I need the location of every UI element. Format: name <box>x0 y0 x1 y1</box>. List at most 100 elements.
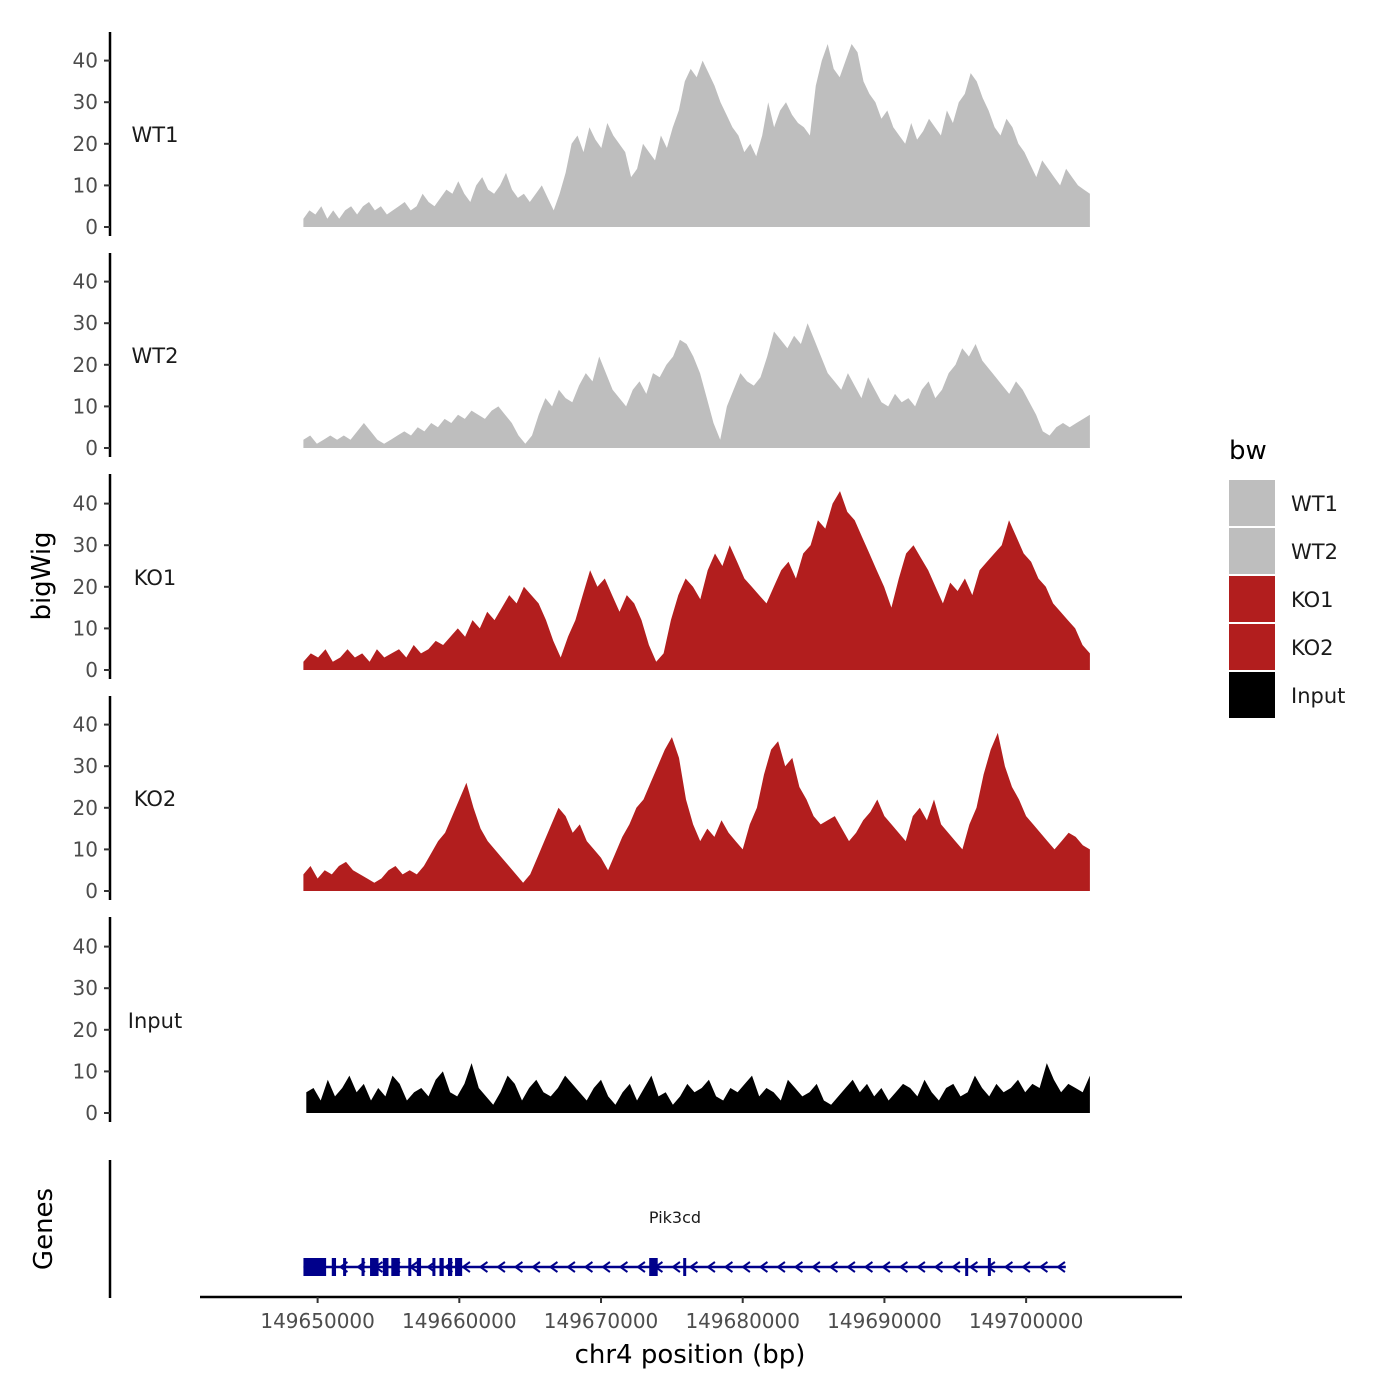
gene-exon <box>343 1258 347 1276</box>
strand-arrow <box>548 1261 559 1273</box>
legend-label-ko2: KO2 <box>1291 636 1334 660</box>
strand-arrow <box>951 1261 961 1273</box>
strand-arrow <box>1038 1261 1049 1273</box>
strand-arrow <box>1021 1261 1031 1273</box>
gene-name-label: Pik3cd <box>649 1208 701 1227</box>
track-ko1: 0 10 20 30 40 KO1 <box>73 474 1090 682</box>
track-ko2: 0 10 20 30 40 KO2 <box>73 696 1090 903</box>
y-tick-label: 20 <box>73 796 98 820</box>
gene-exon <box>416 1258 422 1276</box>
strand-arrow <box>671 1261 681 1273</box>
coverage-tracks: 0 10 20 30 40 WT1 0 10 20 30 40 WT2 0 10 20 30 40 KO1 0 10 2… <box>73 32 1090 1125</box>
x-axis-title: chr4 position (bp) <box>575 1340 806 1370</box>
strand-arrow <box>811 1261 821 1273</box>
legend-swatch-input <box>1229 672 1275 718</box>
gene-exon <box>382 1258 389 1276</box>
y-tick-label: 0 <box>85 658 98 682</box>
y-tick-label: 0 <box>85 1101 98 1125</box>
gene-exon <box>432 1258 436 1276</box>
y-tick-label: 10 <box>73 1059 98 1083</box>
strand-arrow <box>758 1261 769 1273</box>
strand-arrow <box>601 1261 611 1273</box>
legend-swatch-ko1 <box>1229 576 1275 622</box>
genes-axis-title: Genes <box>29 1188 59 1270</box>
track-label: WT1 <box>132 123 179 147</box>
track-label: WT2 <box>132 344 179 368</box>
y-tick-label: 30 <box>73 533 98 557</box>
strand-arrow <box>881 1261 891 1273</box>
y-tick-label: 40 <box>73 492 98 516</box>
y-tick-label: 10 <box>73 173 98 197</box>
y-tick-label: 20 <box>73 1018 98 1042</box>
coverage-area-input <box>306 1063 1090 1113</box>
strand-arrow <box>636 1261 646 1273</box>
x-tick-label: 149650000 <box>260 1309 375 1333</box>
strand-arrow <box>618 1261 629 1273</box>
x-tick-label: 149660000 <box>402 1309 517 1333</box>
strand-arrow <box>828 1261 839 1273</box>
y-tick-label: 0 <box>85 436 98 460</box>
gene-exon <box>408 1258 412 1276</box>
gene-exon <box>303 1258 327 1276</box>
legend-swatch-ko2 <box>1229 624 1275 670</box>
strand-arrow <box>706 1261 716 1273</box>
y-tick-label: 10 <box>73 394 98 418</box>
gene-exon <box>649 1258 658 1276</box>
strand-arrow <box>793 1261 804 1273</box>
y-tick-label: 10 <box>73 616 98 640</box>
gene-exon <box>370 1258 379 1276</box>
coverage-area-ko2 <box>303 732 1090 891</box>
y-tick-label: 40 <box>73 49 98 73</box>
legend: bw WT1 WT2 KO1 KO2 Input <box>1229 436 1345 718</box>
y-tick-label: 30 <box>73 976 98 1000</box>
y-tick-label: 40 <box>73 713 98 737</box>
y-tick-label: 0 <box>85 215 98 239</box>
y-tick-label: 10 <box>73 837 98 861</box>
gene-exon <box>391 1258 400 1276</box>
y-tick-label: 30 <box>73 754 98 778</box>
strand-arrow <box>1003 1261 1014 1273</box>
strand-arrow <box>461 1261 471 1273</box>
gene-exon <box>439 1258 444 1276</box>
gene-model <box>303 1258 1066 1276</box>
strand-arrow <box>688 1261 699 1273</box>
track-label: KO2 <box>134 787 177 811</box>
strand-arrow <box>898 1261 909 1273</box>
strand-arrow <box>513 1261 524 1273</box>
track-label: Input <box>128 1009 182 1033</box>
strand-arrow <box>583 1261 594 1273</box>
legend-label-wt2: WT2 <box>1291 540 1338 564</box>
y-axis-title: bigWig <box>27 531 57 620</box>
gene-exon <box>987 1258 991 1276</box>
y-tick-label: 40 <box>73 935 98 959</box>
legend-label-input: Input <box>1291 684 1345 708</box>
track-input: 0 10 20 30 40 Input <box>73 917 1090 1125</box>
strand-arrow <box>478 1261 489 1273</box>
y-tick-label: 40 <box>73 270 98 294</box>
strand-arrow <box>776 1261 786 1273</box>
strand-arrow <box>723 1261 734 1273</box>
strand-arrow <box>531 1261 541 1273</box>
legend-swatch-wt2 <box>1229 528 1275 574</box>
legend-label-ko1: KO1 <box>1291 588 1334 612</box>
y-tick-label: 30 <box>73 90 98 114</box>
coverage-area-ko1 <box>303 491 1090 670</box>
gene-exon <box>331 1258 337 1276</box>
coverage-area-wt2 <box>303 323 1090 448</box>
legend-label-wt1: WT1 <box>1291 492 1338 516</box>
legend-title: bw <box>1229 436 1267 466</box>
x-tick-label: 149670000 <box>544 1309 659 1333</box>
y-tick-label: 30 <box>73 311 98 335</box>
y-tick-label: 0 <box>85 879 98 903</box>
x-tick-label: 149700000 <box>969 1309 1084 1333</box>
y-tick-label: 20 <box>73 353 98 377</box>
track-wt1: 0 10 20 30 40 WT1 <box>73 32 1090 239</box>
gene-exon <box>455 1258 463 1276</box>
gene-exon <box>361 1258 365 1276</box>
track-wt2: 0 10 20 30 40 WT2 <box>73 253 1090 460</box>
strand-arrow <box>1056 1261 1066 1273</box>
gene-track: Genes Pik3cd <box>29 1160 1066 1298</box>
y-tick-label: 20 <box>73 132 98 156</box>
x-tick-label: 149690000 <box>827 1309 942 1333</box>
